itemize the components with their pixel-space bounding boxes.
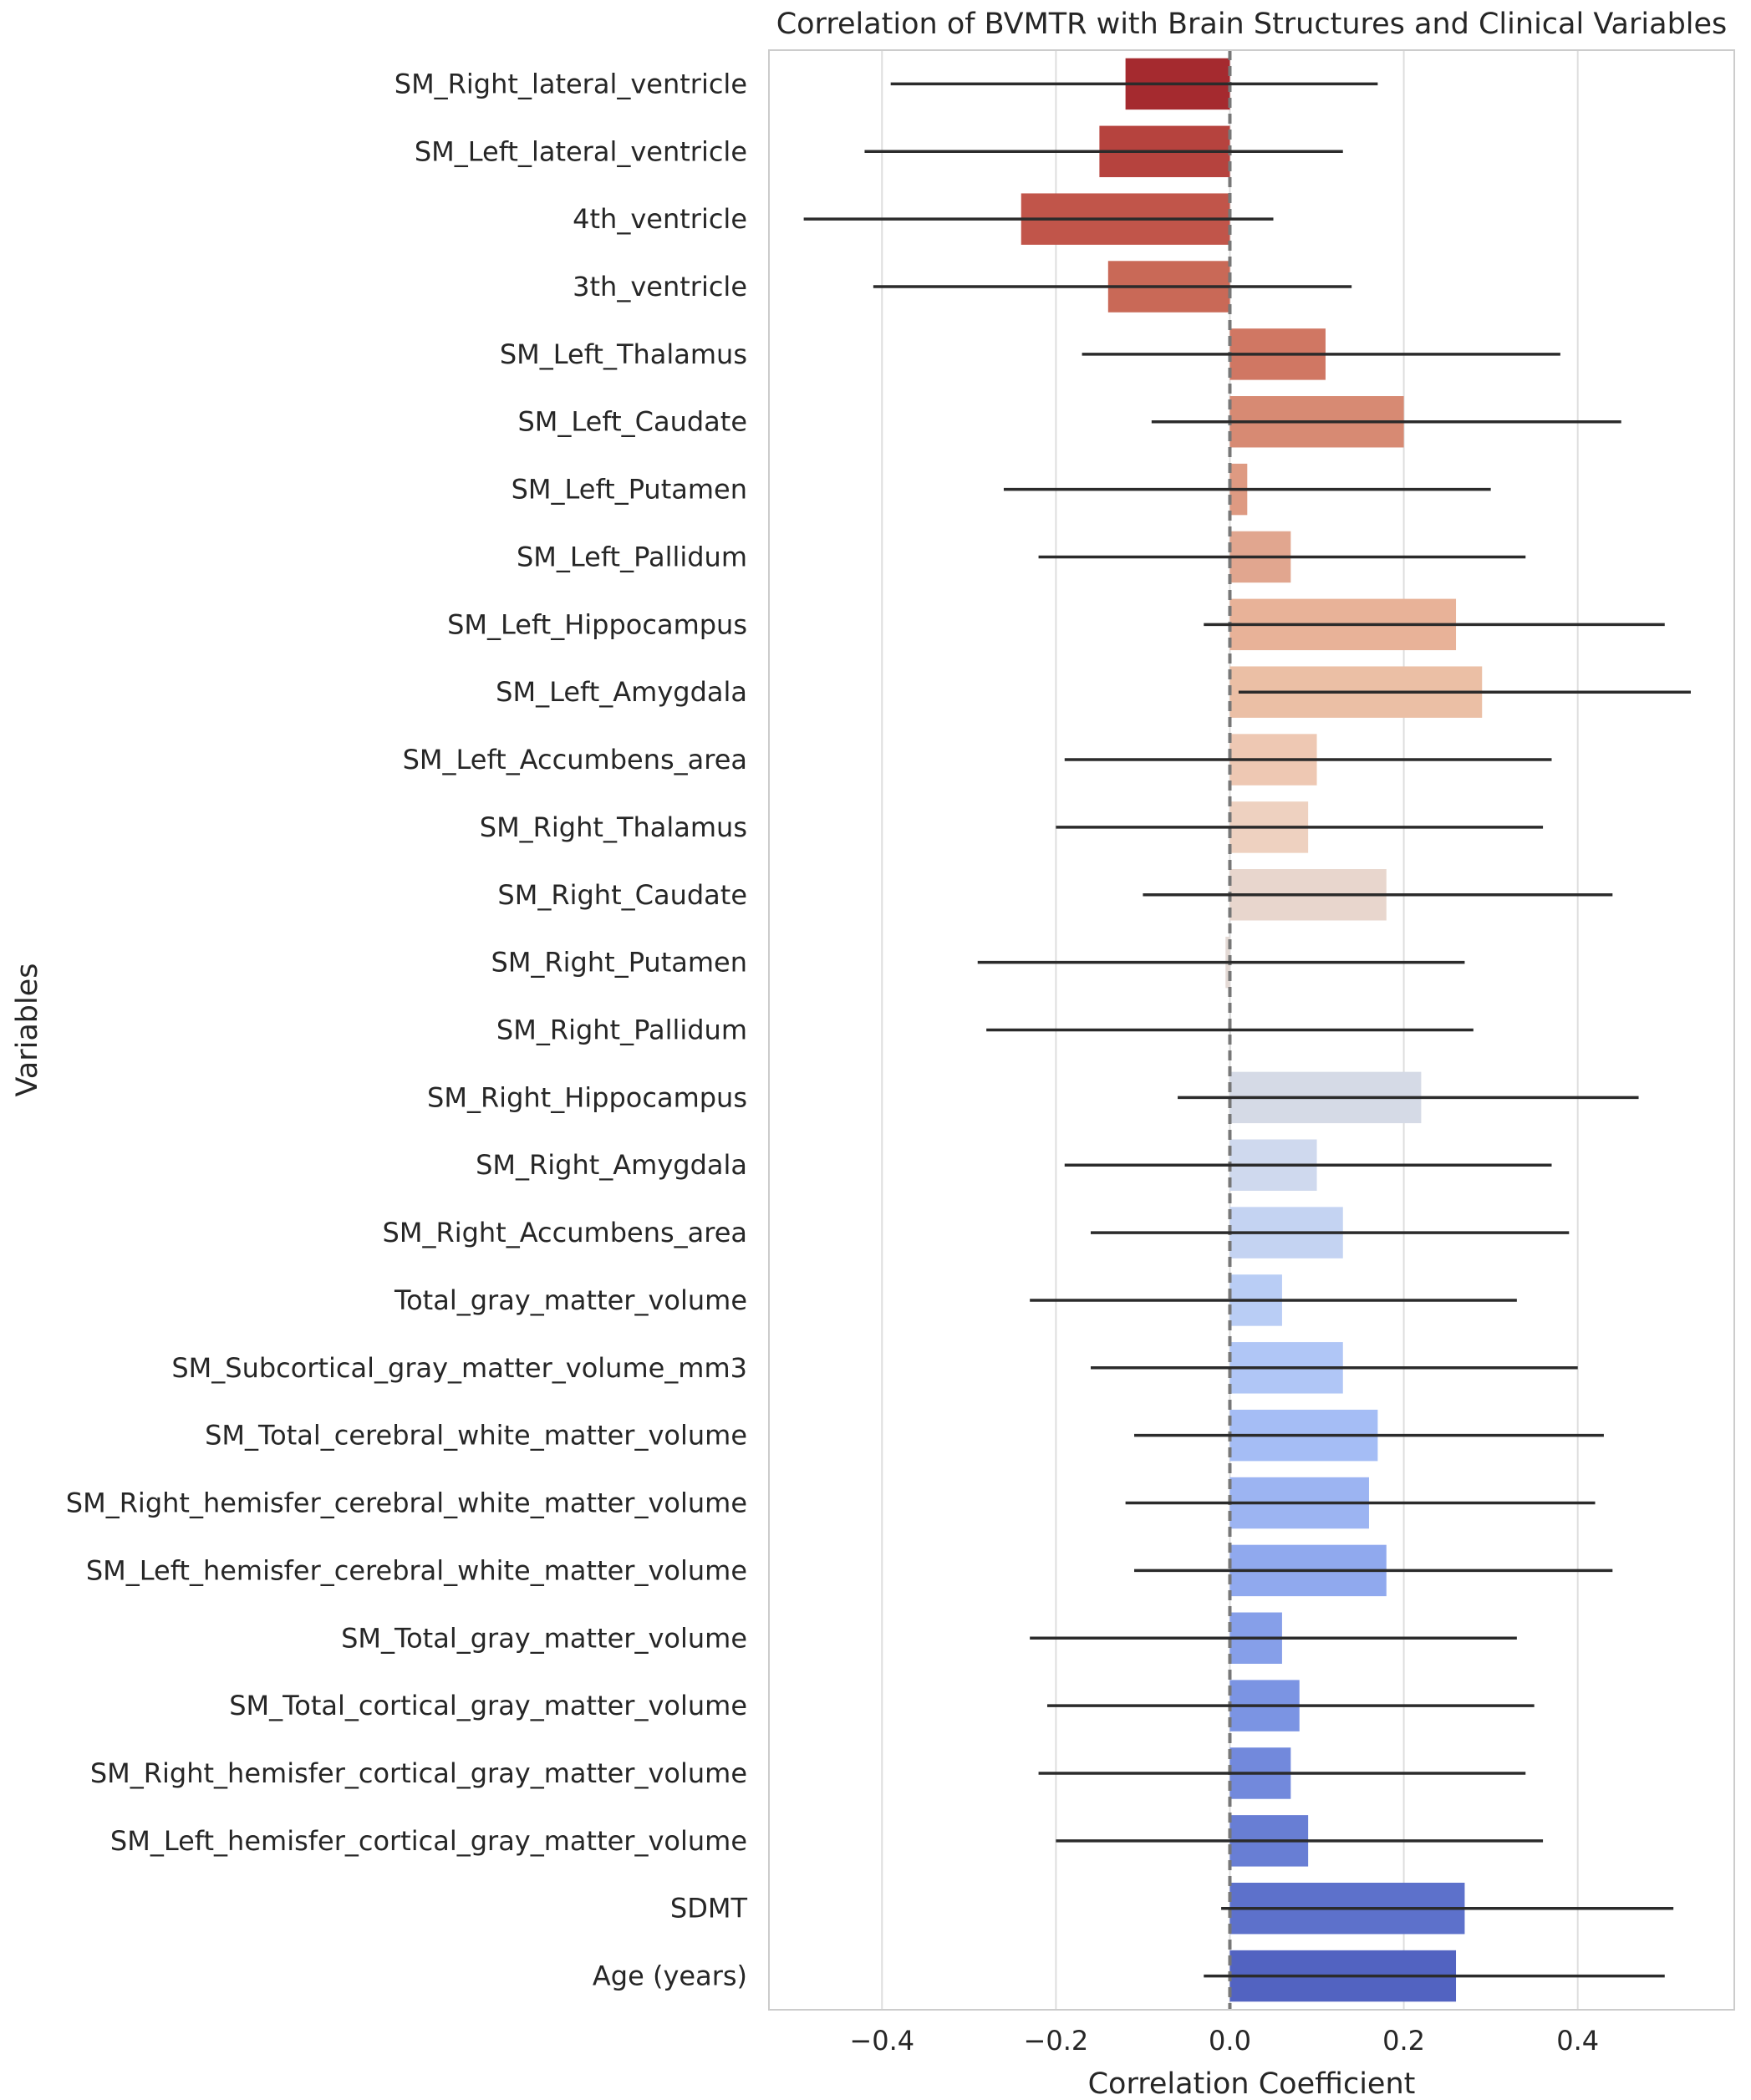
y-tick-label: SM_Left_Hippocampus (447, 608, 747, 640)
y-tick-label: SM_Right_Thalamus (480, 811, 747, 843)
y-tick-label: SM_Total_gray_matter_volume (341, 1622, 747, 1654)
y-tick-label: SM_Left_hemisfer_cortical_gray_matter_vo… (110, 1825, 747, 1857)
y-tick-label: SDMT (670, 1893, 748, 1925)
y-tick-label: SM_Right_hemisfer_cortical_gray_matter_v… (90, 1757, 747, 1789)
y-tick-label: SM_Total_cortical_gray_matter_volume (229, 1690, 747, 1721)
y-tick-label: Total_gray_matter_volume (394, 1284, 747, 1316)
y-axis-title: Variables (11, 964, 44, 1097)
y-tick-label: SM_Right_Caudate (497, 879, 747, 911)
x-tick-labels: −0.4 −0.2 0.0 0.2 0.4 (849, 2025, 1599, 2057)
y-tick-label: SM_Right_Hippocampus (427, 1081, 747, 1113)
y-tick-label: 3th_ventricle (573, 271, 747, 303)
x-tick-label: −0.4 (849, 2025, 914, 2057)
y-tick-label: 4th_ventricle (573, 203, 747, 235)
y-tick-label: SM_Subcortical_gray_matter_volume_mm3 (171, 1352, 747, 1384)
y-tick-label: Age (years) (593, 1960, 747, 1992)
error-bars (803, 82, 1691, 1978)
x-axis-title: Correlation Coefficient (1088, 2067, 1416, 2100)
x-tick-label: 0.0 (1209, 2025, 1251, 2057)
x-tick-label: 0.4 (1556, 2025, 1599, 2057)
x-tick-label: 0.2 (1382, 2025, 1425, 2057)
y-tick-label: SM_Right_hemisfer_cerebral_white_matter_… (66, 1487, 747, 1519)
y-tick-label: SM_Left_Caudate (517, 406, 747, 438)
y-tick-label: SM_Left_Amygdala (496, 676, 747, 708)
chart-title: Correlation of BVMTR with Brain Structur… (776, 8, 1728, 41)
category-labels: SM_Right_lateral_ventricle SM_Left_latera… (66, 68, 748, 1991)
y-tick-label: SM_Right_Accumbens_area (383, 1217, 747, 1248)
x-tick-label: −0.2 (1024, 2025, 1089, 2057)
y-tick-label: SM_Right_Pallidum (496, 1014, 747, 1046)
y-tick-label: SM_Right_Amygdala (476, 1149, 747, 1181)
y-tick-label: SM_Left_Accumbens_area (403, 744, 747, 775)
y-tick-label: SM_Right_Putamen (491, 947, 748, 979)
plot-frame (768, 49, 1735, 2011)
y-tick-label: SM_Left_lateral_ventricle (415, 135, 747, 167)
y-tick-label: SM_Left_hemisfer_cerebral_white_matter_v… (86, 1554, 747, 1586)
y-tick-label: SM_Left_Putamen (512, 474, 747, 506)
y-tick-label: SM_Right_lateral_ventricle (394, 68, 747, 99)
y-tick-label: SM_Total_cerebral_white_matter_volume (205, 1420, 747, 1452)
y-tick-label: SM_Left_Pallidum (517, 541, 747, 572)
y-tick-label: SM_Left_Thalamus (500, 338, 747, 370)
